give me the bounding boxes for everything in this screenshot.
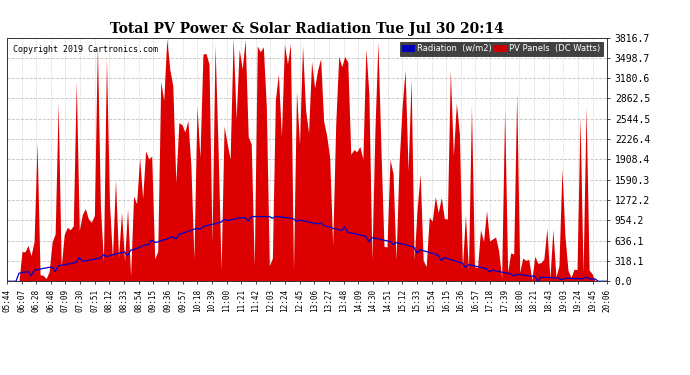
Title: Total PV Power & Solar Radiation Tue Jul 30 20:14: Total PV Power & Solar Radiation Tue Jul… xyxy=(110,22,504,36)
Legend: Radiation  (w/m2), PV Panels  (DC Watts): Radiation (w/m2), PV Panels (DC Watts) xyxy=(400,42,603,56)
Text: Copyright 2019 Cartronics.com: Copyright 2019 Cartronics.com xyxy=(13,45,158,54)
